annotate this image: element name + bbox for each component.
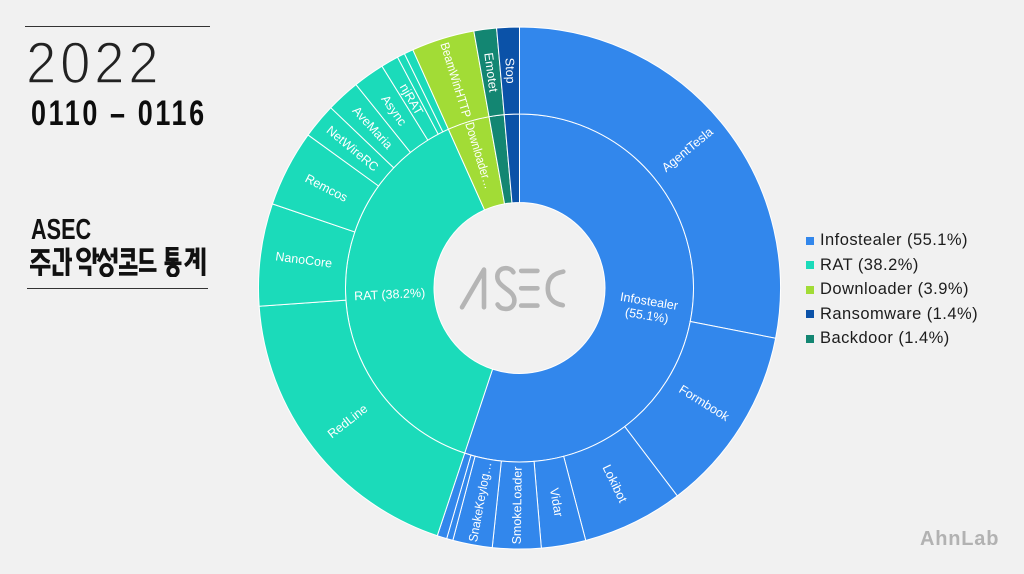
svg-text:Stop: Stop xyxy=(502,58,517,84)
svg-text:SmokeLoader: SmokeLoader xyxy=(510,467,525,545)
svg-text:(55.1%): (55.1%) xyxy=(624,305,669,326)
svg-text:RAT (38.2%): RAT (38.2%) xyxy=(354,286,426,304)
svg-text:Emotet: Emotet xyxy=(481,52,500,94)
svg-text:Vidar: Vidar xyxy=(547,487,566,518)
